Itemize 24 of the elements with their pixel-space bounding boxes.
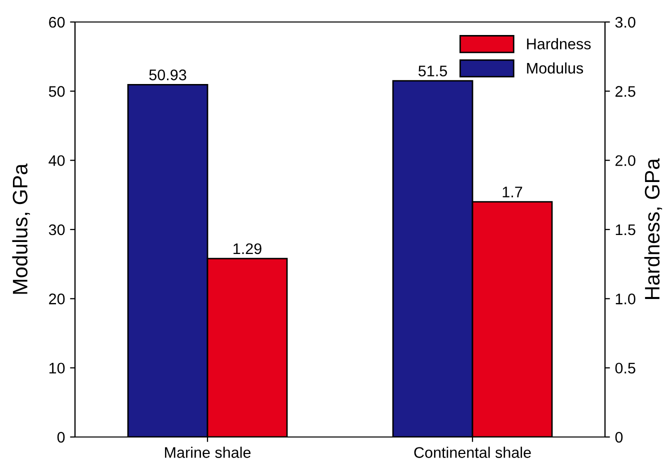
y2-axis-title: Hardness, GPa <box>644 158 662 299</box>
data-label: 50.93 <box>149 70 186 80</box>
y2-tick-label: 1.5 <box>616 224 636 236</box>
legend-label: Modulus <box>527 62 584 74</box>
y-tick-label: 60 <box>49 16 65 28</box>
y2-tick-label: 1.0 <box>616 294 636 304</box>
y-tick-label: 50 <box>48 86 65 97</box>
x-tick-label: Marine shale <box>165 446 251 458</box>
y2-tick-label: 3.0 <box>615 16 636 28</box>
y2-tick-label: 2.0 <box>615 155 636 166</box>
data-label: 1.7 <box>502 186 522 198</box>
x-tick-label: Continental shale <box>414 446 531 458</box>
y-axis-title: Modulus, GPa <box>12 163 30 294</box>
y2-tick-label: 0 <box>615 432 623 443</box>
y-tick-label: 30 <box>48 224 65 236</box>
y2-tick-label: 2.5 <box>615 86 636 97</box>
data-label: 1.29 <box>234 243 262 254</box>
legend-label: Hardness <box>527 38 591 50</box>
y-tick-label: 20 <box>49 294 65 304</box>
y2-tick-label: 0.5 <box>615 362 636 374</box>
y-tick-label: 10 <box>49 362 65 374</box>
data-label: 51.5 <box>418 66 447 76</box>
y-tick-label: 40 <box>48 155 65 166</box>
y-tick-label: 0 <box>57 432 65 443</box>
